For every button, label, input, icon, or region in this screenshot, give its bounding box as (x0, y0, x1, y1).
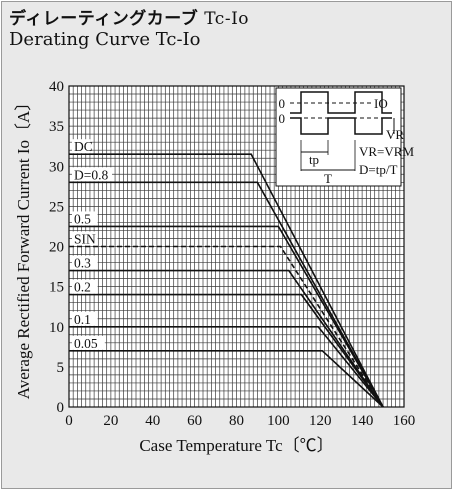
tp-label: tp (309, 152, 319, 167)
title-jp-sub: Tc-Io (204, 9, 250, 29)
curve-label-bg (72, 211, 98, 226)
curve-label: 0.2 (74, 280, 91, 295)
io-label: IO (374, 96, 388, 111)
curve-dc (69, 153, 384, 408)
x-tick-label: 0 (65, 413, 73, 429)
curve-label-bg (72, 255, 98, 270)
curve-0-5 (69, 225, 384, 408)
voltage-waveform (290, 117, 392, 135)
y-tick-label: 20 (49, 240, 64, 256)
curve-label: 0.1 (74, 312, 91, 327)
x-tick-label: 40 (145, 413, 160, 429)
curve-d-0-8 (69, 181, 384, 408)
x-tick-label: 140 (351, 413, 374, 429)
y-tick-label: 25 (49, 199, 64, 215)
curve-0-1 (69, 325, 384, 408)
curve-label: 0.05 (74, 336, 98, 351)
y-tick-label: 0 (57, 400, 65, 416)
y-tick-label: 10 (49, 320, 64, 336)
title-jp-main: ディレーティングカーブ (9, 9, 199, 29)
x-tick-label: 120 (309, 413, 332, 429)
y-tick-label: 35 (49, 119, 64, 135)
curve-label-bg (72, 231, 98, 246)
vr-label: VR (386, 127, 404, 142)
y-tick-label: 30 (49, 159, 64, 175)
curve-0-05 (69, 349, 384, 408)
curve-label: 0.5 (74, 211, 91, 226)
curve-label-bg (72, 139, 91, 154)
t-label: T (324, 171, 332, 186)
x-tick-label: 60 (187, 413, 202, 429)
curve-label: SIN (74, 232, 96, 247)
x-axis-label: Case Temperature Tc〔℃〕 (139, 436, 333, 455)
curve-label-bg (72, 279, 98, 294)
equation-vr: VR=VRM (359, 144, 414, 159)
y-axis-label: Average Rectified Forward Current Io〔A〕 (14, 94, 33, 400)
curve-0-3 (69, 269, 384, 408)
y-tick-label: 5 (57, 360, 65, 376)
x-tick-label: 100 (267, 413, 290, 429)
chart-title-japanese: ディレーティングカーブ Tc-Io (9, 4, 249, 29)
waveform-inset: 0 IO 0 VR tp T VR=VRM D=tp/T (275, 87, 414, 187)
x-tick-label: 80 (229, 413, 244, 429)
curve-label: DC (74, 139, 93, 154)
curve-label-bg (72, 335, 105, 350)
y-tick-label: 40 (49, 79, 64, 95)
x-tick-label: 160 (393, 413, 416, 429)
curve-0-2 (69, 293, 384, 408)
chart-title-english: Derating Curve Tc-Io (9, 29, 201, 50)
curve-label-bg (72, 311, 98, 326)
equation-duty: D=tp/T (359, 162, 397, 177)
inset-zero-bottom: 0 (279, 111, 286, 126)
curve-label: 0.3 (74, 256, 91, 271)
y-tick-label: 15 (49, 280, 64, 296)
x-tick-label: 20 (103, 413, 118, 429)
curve-sin (69, 245, 384, 408)
curve-label-bg (72, 167, 112, 182)
current-waveform (290, 91, 392, 114)
curve-label: D=0.8 (74, 167, 108, 182)
inset-zero-top: 0 (279, 96, 286, 111)
